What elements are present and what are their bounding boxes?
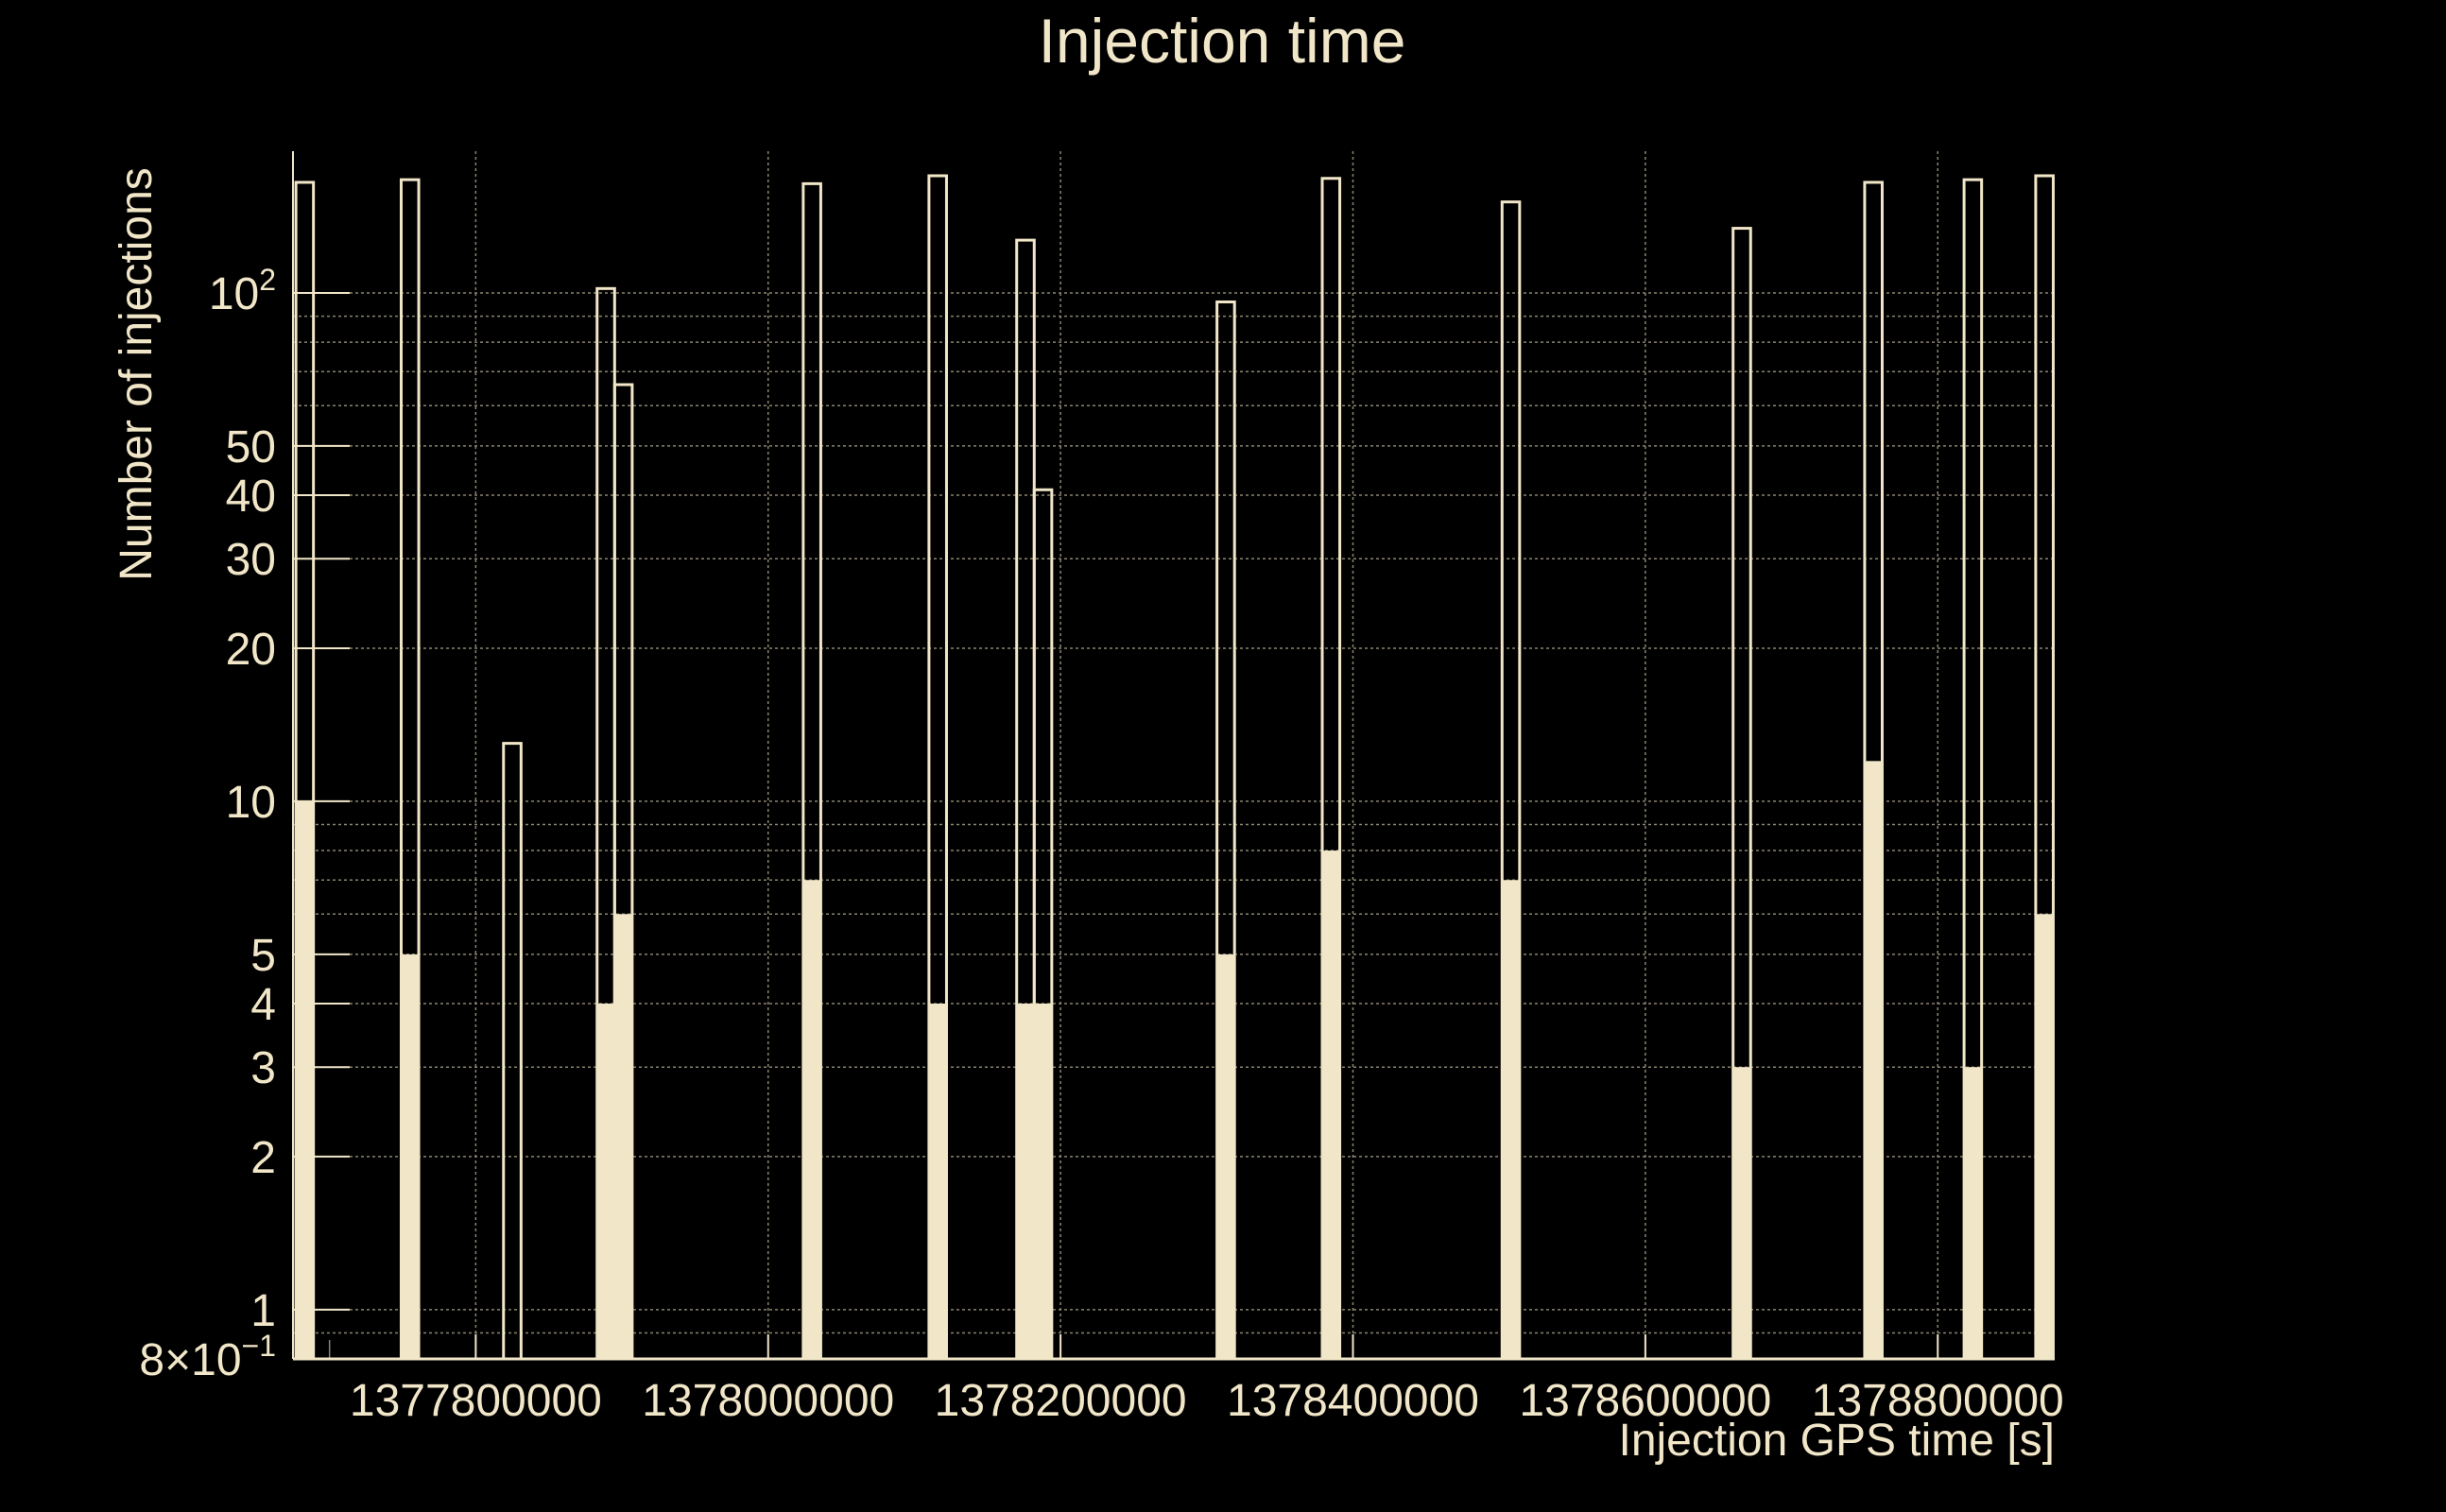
filled-histogram-bar bbox=[614, 914, 632, 1359]
filled-histogram-bar bbox=[401, 954, 420, 1359]
filled-histogram-bar bbox=[1964, 1067, 1982, 1359]
y-axis-label: Number of injections bbox=[112, 167, 162, 581]
filled-histogram-bar bbox=[2035, 914, 2054, 1359]
filled-histogram-bar bbox=[1216, 954, 1235, 1359]
filled-histogram-bar bbox=[1322, 850, 1340, 1359]
histogram-bars bbox=[294, 174, 2055, 1361]
y-tick-label: 5 bbox=[250, 931, 276, 981]
y-tick-label: 8×10−1 bbox=[139, 1329, 276, 1385]
x-tick-label: 1378000000 bbox=[642, 1376, 894, 1426]
y-tick-label: 10 bbox=[226, 778, 276, 828]
x-tick-label: 1378200000 bbox=[935, 1376, 1187, 1426]
filled-histogram-bar bbox=[1016, 1003, 1035, 1359]
axes bbox=[292, 151, 2055, 1361]
y-tick-label: 1 bbox=[250, 1286, 276, 1336]
y-tick-label: 20 bbox=[226, 625, 276, 675]
y-tick-label: 4 bbox=[250, 980, 276, 1030]
x-tick-label: 1378600000 bbox=[1519, 1376, 1771, 1426]
y-tick-label: 40 bbox=[226, 472, 276, 522]
grid-lines bbox=[293, 151, 2055, 1360]
filled-histogram-bar bbox=[596, 1003, 615, 1359]
filled-histogram-bar bbox=[802, 880, 821, 1359]
y-tick-label: 3 bbox=[250, 1043, 276, 1093]
filled-histogram-bar bbox=[1732, 1067, 1751, 1359]
x-tick-label: 1378800000 bbox=[1812, 1376, 2064, 1426]
filled-histogram-bar bbox=[1864, 761, 1883, 1359]
filled-histogram-bar bbox=[928, 1003, 947, 1359]
filled-histogram-bar bbox=[296, 800, 314, 1359]
x-axis-label: Injection GPS time [s] bbox=[1618, 1416, 2055, 1466]
x-tick-label: 1377800000 bbox=[350, 1376, 602, 1426]
y-tick-label: 102 bbox=[209, 263, 276, 319]
y-tick-label: 50 bbox=[226, 422, 276, 472]
y-tick-label: 30 bbox=[226, 535, 276, 585]
x-tick-label: 1378400000 bbox=[1227, 1376, 1479, 1426]
chart-title: Injection time bbox=[1039, 6, 1406, 76]
y-tick-label: 2 bbox=[250, 1133, 276, 1183]
filled-histogram-bar bbox=[1502, 880, 1520, 1359]
filled-histogram-bar bbox=[1034, 1003, 1052, 1359]
